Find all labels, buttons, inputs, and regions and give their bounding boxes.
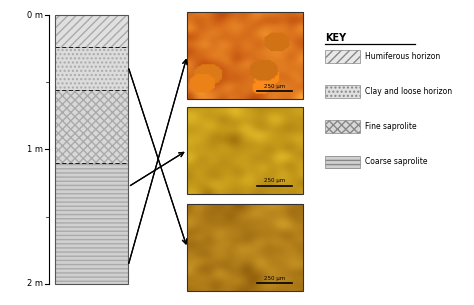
Text: 250 μm: 250 μm [264, 84, 285, 89]
Text: Clay and loose horizon: Clay and loose horizon [365, 87, 452, 96]
Bar [55, 90, 128, 163]
Bar [55, 163, 128, 284]
Text: 250 μm: 250 μm [264, 276, 285, 281]
Bar [55, 15, 128, 284]
Text: 2 m: 2 m [27, 279, 43, 288]
Text: 1 m: 1 m [27, 145, 43, 154]
Text: KEY: KEY [325, 33, 346, 43]
Bar [325, 156, 360, 168]
Bar [187, 107, 303, 194]
Bar [187, 12, 303, 99]
Bar [325, 120, 360, 133]
Bar [325, 85, 360, 98]
Text: Fine saprolite: Fine saprolite [365, 122, 417, 131]
Bar [325, 50, 360, 63]
Bar [55, 15, 128, 48]
Bar [187, 204, 303, 291]
Text: Humiferous horizon: Humiferous horizon [365, 52, 440, 61]
Text: 250 μm: 250 μm [264, 178, 285, 183]
Text: 0 m: 0 m [27, 11, 43, 20]
Bar [55, 48, 128, 90]
Text: Coarse saprolite: Coarse saprolite [365, 157, 428, 167]
